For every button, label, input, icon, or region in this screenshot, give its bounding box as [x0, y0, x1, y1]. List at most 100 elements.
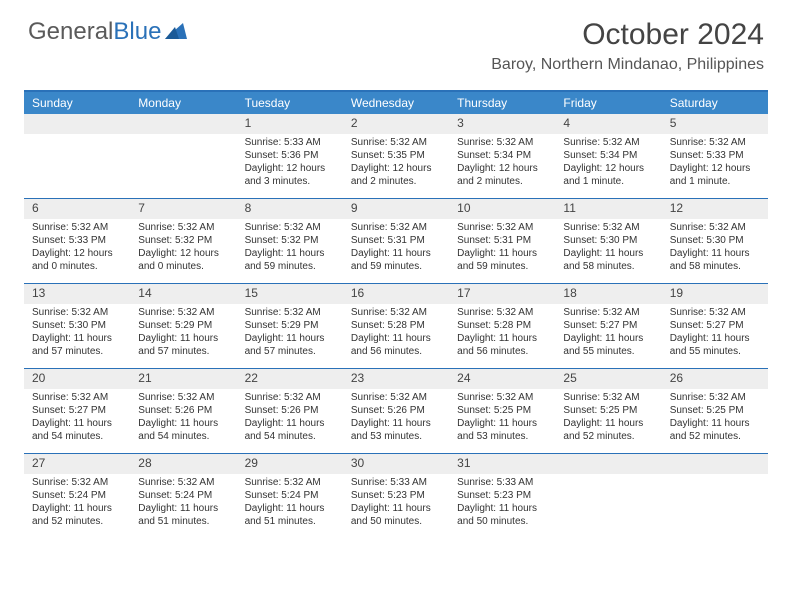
day-number: 12 — [662, 199, 768, 219]
day-details: Sunrise: 5:32 AMSunset: 5:33 PMDaylight:… — [662, 134, 768, 194]
day-line-sr: Sunrise: 5:32 AM — [138, 476, 228, 489]
day-number: 29 — [237, 454, 343, 474]
day-line-sr: Sunrise: 5:32 AM — [351, 221, 441, 234]
day-line-d1: Daylight: 12 hours — [457, 162, 547, 175]
day-line-d2: and 57 minutes. — [138, 345, 228, 358]
day-line-ss: Sunset: 5:33 PM — [32, 234, 122, 247]
day-line-d1: Daylight: 11 hours — [32, 332, 122, 345]
day-details: Sunrise: 5:32 AMSunset: 5:35 PMDaylight:… — [343, 134, 449, 194]
day-line-sr: Sunrise: 5:32 AM — [670, 136, 760, 149]
day-details: Sunrise: 5:32 AMSunset: 5:32 PMDaylight:… — [130, 219, 236, 279]
calendar-day: 13Sunrise: 5:32 AMSunset: 5:30 PMDayligh… — [24, 284, 130, 368]
calendar-day: 8Sunrise: 5:32 AMSunset: 5:32 PMDaylight… — [237, 199, 343, 283]
day-details: Sunrise: 5:32 AMSunset: 5:24 PMDaylight:… — [237, 474, 343, 534]
day-line-sr: Sunrise: 5:32 AM — [351, 136, 441, 149]
day-line-sr: Sunrise: 5:32 AM — [457, 391, 547, 404]
weekday-header: Thursday — [449, 92, 555, 114]
calendar-day-empty — [24, 114, 130, 198]
day-line-d2: and 55 minutes. — [670, 345, 760, 358]
day-details: Sunrise: 5:32 AMSunset: 5:27 PMDaylight:… — [662, 304, 768, 364]
day-details: Sunrise: 5:32 AMSunset: 5:29 PMDaylight:… — [130, 304, 236, 364]
calendar-day: 19Sunrise: 5:32 AMSunset: 5:27 PMDayligh… — [662, 284, 768, 368]
day-line-ss: Sunset: 5:31 PM — [351, 234, 441, 247]
day-number: 18 — [555, 284, 661, 304]
day-line-d1: Daylight: 11 hours — [563, 417, 653, 430]
day-line-ss: Sunset: 5:26 PM — [351, 404, 441, 417]
day-line-d1: Daylight: 11 hours — [245, 247, 335, 260]
day-line-sr: Sunrise: 5:32 AM — [563, 221, 653, 234]
calendar-day: 4Sunrise: 5:32 AMSunset: 5:34 PMDaylight… — [555, 114, 661, 198]
day-details: Sunrise: 5:33 AMSunset: 5:23 PMDaylight:… — [449, 474, 555, 534]
day-line-d2: and 57 minutes. — [32, 345, 122, 358]
day-line-d2: and 59 minutes. — [457, 260, 547, 273]
day-number: 14 — [130, 284, 236, 304]
day-number: 25 — [555, 369, 661, 389]
day-line-ss: Sunset: 5:31 PM — [457, 234, 547, 247]
day-line-d2: and 52 minutes. — [32, 515, 122, 528]
calendar-day: 27Sunrise: 5:32 AMSunset: 5:24 PMDayligh… — [24, 454, 130, 538]
day-number: 8 — [237, 199, 343, 219]
day-line-sr: Sunrise: 5:32 AM — [351, 306, 441, 319]
day-line-d1: Daylight: 11 hours — [457, 417, 547, 430]
day-line-ss: Sunset: 5:28 PM — [351, 319, 441, 332]
day-line-sr: Sunrise: 5:32 AM — [138, 391, 228, 404]
day-line-ss: Sunset: 5:29 PM — [138, 319, 228, 332]
day-details: Sunrise: 5:32 AMSunset: 5:27 PMDaylight:… — [24, 389, 130, 449]
day-details: Sunrise: 5:32 AMSunset: 5:33 PMDaylight:… — [24, 219, 130, 279]
calendar-day: 21Sunrise: 5:32 AMSunset: 5:26 PMDayligh… — [130, 369, 236, 453]
day-line-sr: Sunrise: 5:32 AM — [138, 306, 228, 319]
day-number: 28 — [130, 454, 236, 474]
day-line-d1: Daylight: 11 hours — [138, 332, 228, 345]
day-line-d1: Daylight: 11 hours — [245, 332, 335, 345]
day-line-ss: Sunset: 5:33 PM — [670, 149, 760, 162]
day-line-ss: Sunset: 5:24 PM — [245, 489, 335, 502]
calendar-day: 22Sunrise: 5:32 AMSunset: 5:26 PMDayligh… — [237, 369, 343, 453]
day-details: Sunrise: 5:32 AMSunset: 5:32 PMDaylight:… — [237, 219, 343, 279]
brand-part2: Blue — [113, 18, 161, 46]
calendar-grid: SundayMondayTuesdayWednesdayThursdayFrid… — [24, 90, 768, 538]
day-line-d1: Daylight: 11 hours — [32, 502, 122, 515]
weeks-container: 1Sunrise: 5:33 AMSunset: 5:36 PMDaylight… — [24, 114, 768, 538]
day-line-d2: and 53 minutes. — [351, 430, 441, 443]
day-number: 1 — [237, 114, 343, 134]
day-details: Sunrise: 5:32 AMSunset: 5:25 PMDaylight:… — [555, 389, 661, 449]
day-line-sr: Sunrise: 5:32 AM — [563, 306, 653, 319]
calendar-day: 23Sunrise: 5:32 AMSunset: 5:26 PMDayligh… — [343, 369, 449, 453]
day-line-d2: and 52 minutes. — [563, 430, 653, 443]
calendar-day: 11Sunrise: 5:32 AMSunset: 5:30 PMDayligh… — [555, 199, 661, 283]
day-line-ss: Sunset: 5:26 PM — [138, 404, 228, 417]
day-line-d2: and 56 minutes. — [351, 345, 441, 358]
day-line-sr: Sunrise: 5:33 AM — [457, 476, 547, 489]
day-details: Sunrise: 5:32 AMSunset: 5:31 PMDaylight:… — [449, 219, 555, 279]
day-line-d1: Daylight: 11 hours — [563, 247, 653, 260]
title-block: October 2024 Baroy, Northern Mindanao, P… — [491, 18, 764, 74]
day-number: 26 — [662, 369, 768, 389]
day-line-sr: Sunrise: 5:32 AM — [245, 476, 335, 489]
day-number: 2 — [343, 114, 449, 134]
day-number: 15 — [237, 284, 343, 304]
day-line-d1: Daylight: 12 hours — [245, 162, 335, 175]
day-line-d2: and 54 minutes. — [245, 430, 335, 443]
day-line-d1: Daylight: 12 hours — [32, 247, 122, 260]
day-details: Sunrise: 5:32 AMSunset: 5:26 PMDaylight:… — [343, 389, 449, 449]
day-line-sr: Sunrise: 5:32 AM — [245, 391, 335, 404]
calendar-day-empty — [555, 454, 661, 538]
day-line-d1: Daylight: 11 hours — [670, 247, 760, 260]
day-line-d2: and 51 minutes. — [245, 515, 335, 528]
day-details: Sunrise: 5:32 AMSunset: 5:29 PMDaylight:… — [237, 304, 343, 364]
day-details: Sunrise: 5:32 AMSunset: 5:30 PMDaylight:… — [555, 219, 661, 279]
day-number — [24, 114, 130, 134]
calendar-day: 7Sunrise: 5:32 AMSunset: 5:32 PMDaylight… — [130, 199, 236, 283]
day-line-sr: Sunrise: 5:32 AM — [138, 221, 228, 234]
day-number: 7 — [130, 199, 236, 219]
day-line-d2: and 50 minutes. — [457, 515, 547, 528]
day-details: Sunrise: 5:32 AMSunset: 5:34 PMDaylight:… — [449, 134, 555, 194]
day-line-sr: Sunrise: 5:32 AM — [670, 306, 760, 319]
day-line-d1: Daylight: 12 hours — [138, 247, 228, 260]
day-line-sr: Sunrise: 5:32 AM — [32, 306, 122, 319]
day-line-ss: Sunset: 5:25 PM — [457, 404, 547, 417]
day-line-ss: Sunset: 5:25 PM — [670, 404, 760, 417]
day-line-d2: and 53 minutes. — [457, 430, 547, 443]
day-line-sr: Sunrise: 5:32 AM — [457, 221, 547, 234]
calendar-day: 26Sunrise: 5:32 AMSunset: 5:25 PMDayligh… — [662, 369, 768, 453]
